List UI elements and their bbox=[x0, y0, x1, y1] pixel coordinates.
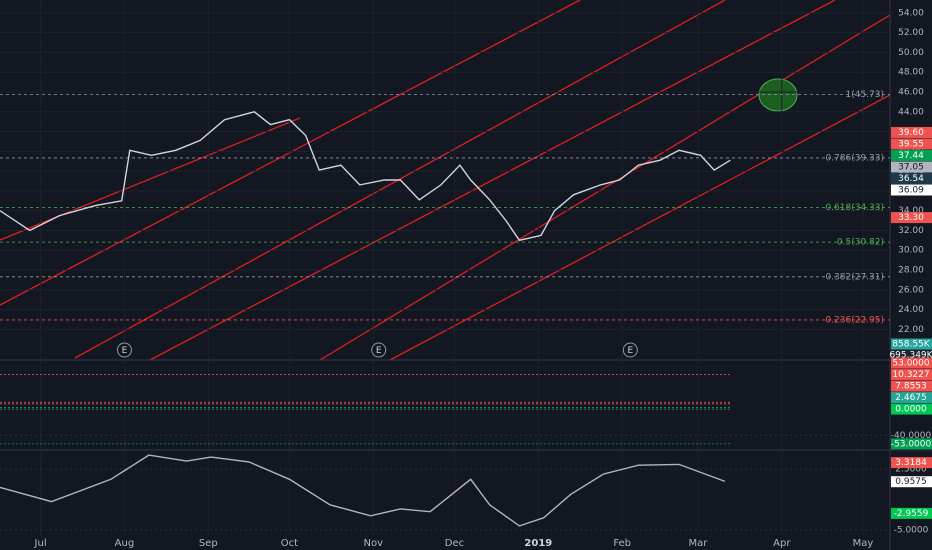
price-tag bbox=[891, 403, 932, 415]
y-tick-label: 34.00 bbox=[898, 206, 924, 216]
y-tick-label: -5.0000 bbox=[894, 525, 929, 535]
price-tag bbox=[891, 149, 932, 161]
channel-line bbox=[389, 94, 891, 361]
y-tick-label: 44.00 bbox=[898, 107, 924, 117]
fib-label: 1(45.73) bbox=[845, 90, 884, 100]
fib-label: 0.5(30.82) bbox=[837, 238, 884, 248]
price-tag-label: 10.3227 bbox=[892, 370, 929, 380]
price-tag bbox=[891, 476, 932, 488]
x-tick-label: Sep bbox=[199, 538, 218, 549]
price-tag bbox=[891, 138, 932, 150]
price-tag bbox=[891, 357, 932, 369]
price-tag bbox=[891, 172, 932, 184]
price-tag-label: 39.60 bbox=[898, 128, 924, 138]
y-tick-label: 52.00 bbox=[898, 28, 924, 38]
y-tick-label: 32.00 bbox=[898, 226, 924, 236]
price-tag bbox=[891, 184, 932, 196]
price-tag bbox=[891, 161, 932, 173]
price-tag-label: 37.05 bbox=[898, 162, 924, 172]
x-tick-label: Oct bbox=[281, 538, 298, 549]
y-tick-label: 48.00 bbox=[898, 68, 924, 78]
y-tick-label: 26.00 bbox=[898, 285, 924, 295]
channel-line bbox=[149, 0, 836, 361]
price-tag-label: 39.55 bbox=[898, 139, 924, 149]
y-tick-label: 2.5000 bbox=[895, 465, 927, 475]
price-tag-label: 36.09 bbox=[898, 185, 924, 195]
price-tag bbox=[891, 380, 932, 392]
y-tick-label: 28.00 bbox=[898, 266, 924, 276]
price-tag-label: 53.0000 bbox=[892, 359, 929, 369]
volume-tag bbox=[891, 338, 932, 350]
price-tag-label: 0.0000 bbox=[895, 405, 927, 415]
earnings-marker bbox=[116, 342, 132, 358]
y-tick-label: 22.00 bbox=[898, 325, 924, 335]
price-tag-label: 2.4675 bbox=[895, 393, 927, 403]
earnings-label: E bbox=[122, 346, 128, 356]
y-tick-label: 30.00 bbox=[898, 246, 924, 256]
x-tick-label: Dec bbox=[445, 538, 464, 549]
earnings-label: E bbox=[376, 346, 382, 356]
price-tag-label: 0.9575 bbox=[895, 477, 927, 487]
x-tick-label: Nov bbox=[364, 538, 384, 549]
fib-label: 0.382(27.31) bbox=[825, 272, 884, 282]
x-tick-label: Jul bbox=[34, 538, 47, 549]
price-tag bbox=[891, 212, 932, 224]
price-tag-label: 36.54 bbox=[898, 174, 924, 184]
x-tick-label: Mar bbox=[688, 538, 708, 549]
price-tag-label: -53.0000 bbox=[891, 439, 932, 449]
volume-tag bbox=[891, 349, 932, 361]
y-tick-label: 46.00 bbox=[898, 87, 924, 97]
y-tick-label: -40.0000 bbox=[891, 431, 932, 441]
price-line bbox=[0, 111, 731, 242]
price-tag bbox=[891, 507, 932, 519]
price-tag-label: 33.30 bbox=[898, 213, 924, 223]
price-tag-label: 37.44 bbox=[898, 151, 924, 161]
x-tick-label: 2019 bbox=[524, 538, 552, 549]
price-tag-label: -2.9559 bbox=[894, 509, 929, 519]
x-tick-label: Apr bbox=[773, 538, 791, 549]
price-tag-label: 3.3184 bbox=[895, 458, 927, 468]
y-tick-label: 54.00 bbox=[898, 8, 924, 18]
x-tick-label: Feb bbox=[613, 538, 631, 549]
x-tick-label: Aug bbox=[115, 538, 135, 549]
fib-label: 0.786(39.33) bbox=[825, 153, 884, 163]
pitchfork-drawing bbox=[0, 0, 891, 361]
x-tick-label: May bbox=[853, 538, 874, 549]
earnings-label: E bbox=[627, 346, 633, 356]
price-tag-label: 7.8553 bbox=[895, 382, 927, 392]
earnings-marker bbox=[371, 342, 387, 358]
price-tag bbox=[891, 457, 932, 469]
y-tick-label: 50.00 bbox=[898, 48, 924, 58]
channel-line bbox=[74, 0, 726, 359]
price-line bbox=[0, 454, 726, 527]
price-tag bbox=[891, 126, 932, 138]
earnings-marker bbox=[622, 342, 638, 358]
volume-tag-label: 858.55K bbox=[892, 340, 930, 350]
fib-label: 0.618(34.33) bbox=[825, 203, 884, 213]
price-tag bbox=[891, 392, 932, 404]
volume-tag-label: 695.349K bbox=[889, 351, 932, 361]
fib-label: 0.236(22.95) bbox=[825, 315, 884, 325]
y-tick-label: 24.00 bbox=[898, 305, 924, 315]
price-tag bbox=[891, 369, 932, 381]
price-tag bbox=[891, 438, 932, 450]
channel-line bbox=[0, 0, 581, 306]
